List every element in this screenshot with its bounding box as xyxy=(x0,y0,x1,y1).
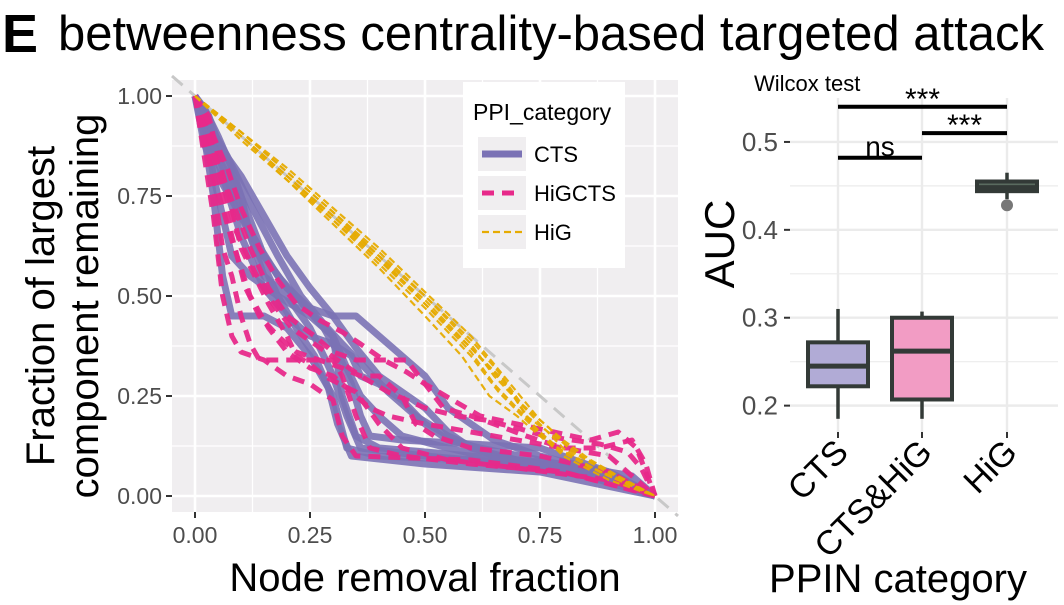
legend-label: HiGCTS xyxy=(534,181,616,206)
y-tick-label: 0.75 xyxy=(117,183,162,209)
box-subtitle: Wilcox test xyxy=(754,71,860,96)
x-tick-label: 0.75 xyxy=(518,522,563,548)
y-axis-label-line: component remaining xyxy=(63,114,107,499)
series-line-HiG xyxy=(194,95,656,498)
series-line-HiGCTS xyxy=(192,95,657,498)
panel-letter: E xyxy=(2,4,38,64)
box-body-CTS&HiG xyxy=(890,315,954,402)
legend-label: HiG xyxy=(534,220,572,245)
line-chart: 0.00 0.25 0.50 0.75 1.00 0.00 0.25 0.50 0.75 1.00… xyxy=(19,74,679,600)
y-tick-label: 0.00 xyxy=(117,483,162,509)
y-tick-label: 0.3 xyxy=(742,303,778,333)
comparison-label: ns xyxy=(865,131,895,162)
y-axis-label: AUC xyxy=(696,200,743,289)
legend-title: PPI_category xyxy=(473,99,612,125)
x-tick-label: 0.50 xyxy=(403,522,448,548)
y-tick-label: 0.5 xyxy=(742,127,778,157)
y-axis-label-line: Fraction of largest xyxy=(19,146,63,466)
series-line-CTS xyxy=(191,94,657,500)
x-axis-label: PPIN category xyxy=(769,557,1027,601)
x-tick-label: 1.00 xyxy=(633,522,678,548)
box-outlier xyxy=(1001,199,1013,212)
figure-title: betweenness centrality-based targeted at… xyxy=(58,7,1045,61)
x-tick-label: 0.00 xyxy=(173,522,218,548)
series-line-HiGCTS xyxy=(192,95,658,498)
series-line-HiGCTS xyxy=(192,95,656,499)
comparison-label: *** xyxy=(905,83,940,116)
x-tick-label: CTS xyxy=(781,433,856,508)
series-line-HiGCTS xyxy=(192,95,658,497)
x-tick-label: HiG xyxy=(956,433,1024,501)
comparison-label: *** xyxy=(947,109,982,142)
x-tick-label: 0.25 xyxy=(288,522,333,548)
series-line-HiGCTS xyxy=(192,94,658,497)
y-tick-label: 1.00 xyxy=(117,83,162,109)
series-line-HiG xyxy=(194,95,656,497)
series-line-HiG xyxy=(194,95,656,497)
y-axis-label: Fraction of largestcomponent remaining xyxy=(19,114,107,499)
y-tick-label: 0.4 xyxy=(742,215,778,245)
y-tick-label: 0.50 xyxy=(117,283,162,309)
series-line-HiG xyxy=(194,95,656,497)
x-axis-label: Node removal fraction xyxy=(229,556,620,600)
y-tick-label: 0.2 xyxy=(742,391,778,421)
legend: PPI_category CTS HiGCTS HiG xyxy=(463,82,625,268)
legend-label: CTS xyxy=(534,142,578,167)
box-chart: Wilcox test ******ns0.20.30.40.5CTSCTS&Hi… xyxy=(696,71,1058,601)
y-tick-label: 0.25 xyxy=(117,383,162,409)
